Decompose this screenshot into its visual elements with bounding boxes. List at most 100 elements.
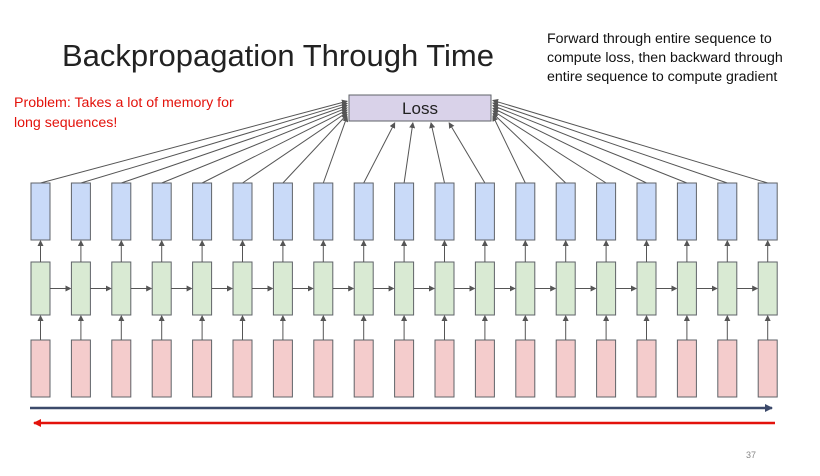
output-box <box>151 182 172 241</box>
hidden-box <box>394 261 415 316</box>
input-box <box>151 339 172 398</box>
timestep <box>111 182 153 398</box>
timestep <box>596 182 637 398</box>
timestep <box>192 182 233 398</box>
input-box <box>192 339 213 398</box>
input-box <box>757 339 778 398</box>
output-box <box>757 182 778 241</box>
input-box <box>111 339 132 398</box>
hidden-box <box>192 261 213 316</box>
timestep <box>313 182 355 398</box>
hidden-box <box>757 261 778 316</box>
output-box <box>272 182 293 241</box>
timestep <box>555 182 597 398</box>
input-box <box>394 339 415 398</box>
hidden-box <box>474 261 495 316</box>
input-box <box>515 339 536 398</box>
hidden-box <box>70 261 91 316</box>
loss-node: Loss <box>348 94 492 122</box>
hidden-box <box>596 261 617 316</box>
output-to-loss-arrow <box>429 122 445 184</box>
input-box <box>636 339 657 398</box>
output-to-loss-arrow <box>121 104 348 184</box>
output-box <box>474 182 495 241</box>
output-to-loss-arrow <box>40 99 348 184</box>
output-to-loss-arrow <box>363 122 396 184</box>
output-to-loss-arrow <box>322 115 349 184</box>
hidden-box <box>272 261 293 316</box>
timestep <box>636 182 678 398</box>
hidden-box <box>232 261 253 316</box>
timestep <box>272 182 314 398</box>
output-to-loss-arrow <box>492 115 526 184</box>
hidden-box <box>515 261 536 316</box>
output-to-loss-arrow <box>492 99 768 184</box>
input-box <box>30 339 51 398</box>
hidden-box <box>434 261 455 316</box>
output-to-loss-arrow <box>282 113 348 184</box>
output-box <box>515 182 536 241</box>
loss-arrows-group <box>40 99 768 184</box>
timestep <box>353 182 395 398</box>
hidden-box <box>717 261 738 316</box>
hidden-box <box>676 261 697 316</box>
input-box <box>353 339 374 398</box>
output-box <box>232 182 253 241</box>
output-to-loss-arrow <box>80 101 348 184</box>
timestep <box>434 182 476 398</box>
output-to-loss-arrow <box>161 106 348 184</box>
output-to-loss-arrow <box>201 109 348 184</box>
timestep <box>151 182 193 398</box>
page-number: 37 <box>746 450 757 460</box>
input-box <box>474 339 495 398</box>
output-box <box>555 182 576 241</box>
timestep <box>30 182 72 398</box>
hidden-box <box>151 261 172 316</box>
output-box <box>30 182 51 241</box>
output-to-loss-arrow <box>403 122 416 184</box>
output-to-loss-arrow <box>492 110 607 184</box>
output-box <box>394 182 415 241</box>
output-to-loss-arrow <box>242 111 348 184</box>
timestep <box>676 182 718 398</box>
output-box <box>111 182 132 241</box>
loss-label: Loss <box>402 99 438 118</box>
output-box <box>353 182 374 241</box>
input-box <box>232 339 253 398</box>
forward-backward-note: Forward through entire sequence to compu… <box>547 31 783 85</box>
output-box <box>313 182 334 241</box>
timestep <box>474 182 516 398</box>
output-box <box>717 182 738 241</box>
input-box <box>555 339 576 398</box>
hidden-box <box>30 261 51 316</box>
timestep <box>515 182 557 398</box>
timestep <box>717 182 759 398</box>
output-to-loss-arrow <box>492 101 728 184</box>
hidden-box <box>353 261 374 316</box>
output-box <box>70 182 91 241</box>
input-box <box>596 339 617 398</box>
output-box <box>636 182 657 241</box>
hidden-box <box>555 261 576 316</box>
input-box <box>272 339 293 398</box>
timesteps-group <box>30 182 778 398</box>
output-box <box>192 182 213 241</box>
timestep <box>757 182 778 398</box>
loss-box <box>348 94 492 122</box>
output-box <box>676 182 697 241</box>
slide-title: Backpropagation Through Time <box>62 38 494 73</box>
output-to-loss-arrow <box>448 122 486 184</box>
output-to-loss-arrow <box>492 104 688 184</box>
output-to-loss-arrow <box>492 112 567 184</box>
output-box <box>596 182 617 241</box>
output-to-loss-arrow <box>492 107 647 184</box>
hidden-box <box>313 261 334 316</box>
input-box <box>717 339 738 398</box>
hidden-box <box>636 261 657 316</box>
input-box <box>313 339 334 398</box>
output-box <box>434 182 455 241</box>
timestep <box>70 182 112 398</box>
problem-note: Problem: Takes a lot of memory for long … <box>14 95 234 131</box>
input-box <box>70 339 91 398</box>
